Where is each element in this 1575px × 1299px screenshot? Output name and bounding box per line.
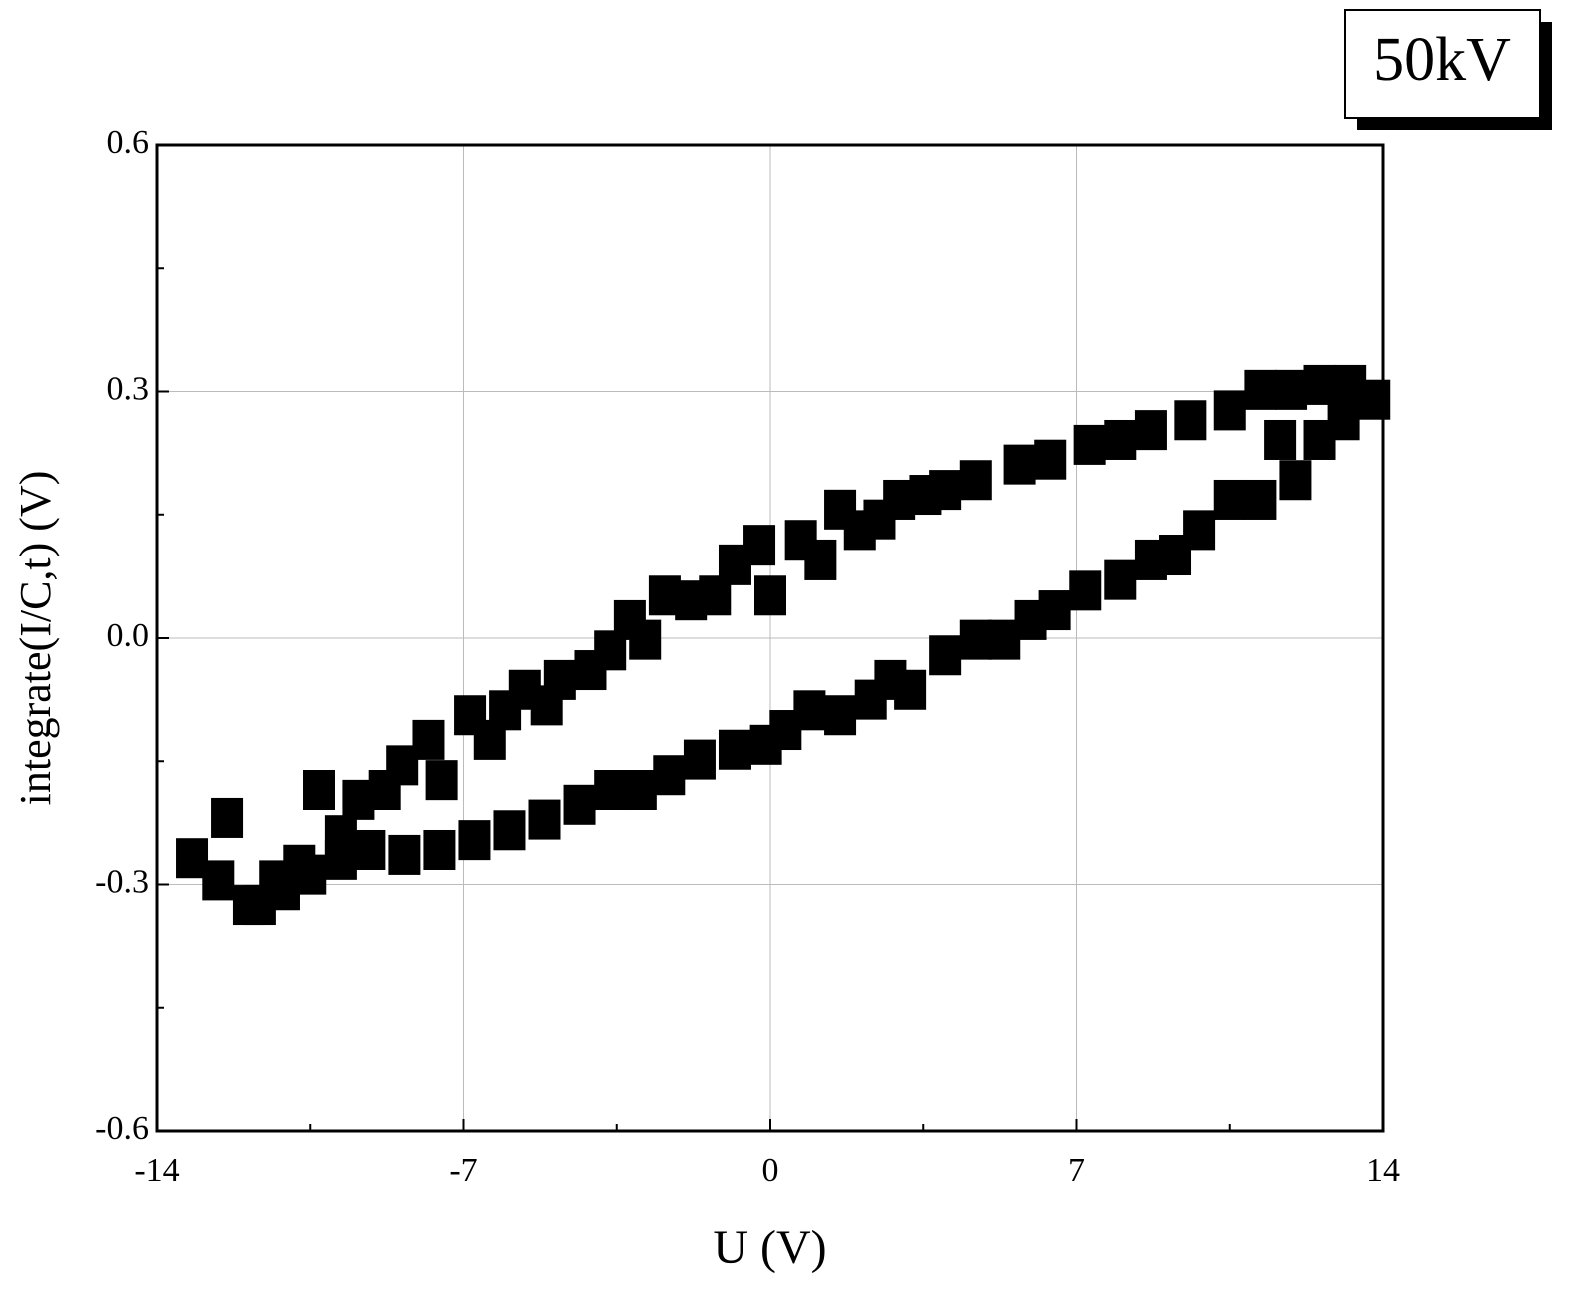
marker bbox=[718, 729, 751, 770]
marker bbox=[303, 770, 336, 811]
marker bbox=[929, 470, 962, 511]
marker bbox=[743, 525, 776, 566]
y-tick-label: 0.6 bbox=[107, 124, 150, 161]
marker bbox=[1069, 570, 1102, 611]
y-tick-label: 0.0 bbox=[107, 617, 150, 654]
marker bbox=[1303, 364, 1336, 405]
y-tick-label: -0.3 bbox=[95, 863, 149, 900]
marker bbox=[624, 770, 657, 811]
marker bbox=[1073, 424, 1106, 465]
y-tick-label: 0.3 bbox=[107, 370, 150, 407]
annotation: 50kV bbox=[1373, 26, 1511, 94]
marker bbox=[1213, 390, 1246, 431]
marker bbox=[988, 619, 1021, 660]
x-tick-label: 0 bbox=[762, 1152, 779, 1189]
x-tick-label: -7 bbox=[449, 1152, 477, 1189]
marker bbox=[804, 539, 837, 580]
marker bbox=[1034, 439, 1067, 480]
y-tick-label: -0.6 bbox=[95, 1110, 149, 1147]
marker bbox=[1244, 479, 1277, 520]
marker bbox=[749, 724, 782, 765]
marker bbox=[211, 797, 244, 838]
marker bbox=[563, 784, 596, 825]
x-tick-label: 14 bbox=[1366, 1152, 1400, 1189]
marker bbox=[353, 829, 386, 870]
marker bbox=[1213, 479, 1246, 520]
marker bbox=[543, 659, 576, 700]
marker bbox=[458, 820, 491, 861]
marker bbox=[528, 799, 561, 840]
marker bbox=[959, 460, 992, 501]
marker bbox=[1264, 419, 1297, 460]
marker bbox=[854, 679, 887, 720]
marker bbox=[959, 619, 992, 660]
marker bbox=[629, 619, 662, 660]
marker bbox=[1244, 369, 1277, 410]
plot-frame bbox=[155, 143, 1385, 1133]
marker bbox=[1303, 419, 1336, 460]
marker bbox=[594, 770, 627, 811]
x-tick-label: -14 bbox=[134, 1152, 179, 1189]
marker bbox=[1134, 410, 1167, 451]
marker bbox=[1174, 400, 1207, 441]
marker bbox=[1104, 559, 1137, 600]
marker bbox=[324, 839, 357, 880]
marker bbox=[653, 755, 686, 796]
marker bbox=[1279, 460, 1312, 501]
marker bbox=[423, 829, 456, 870]
x-axis-label: U (V) bbox=[713, 1221, 826, 1274]
marker bbox=[929, 635, 962, 676]
marker bbox=[493, 810, 526, 851]
marker bbox=[425, 760, 458, 801]
marker bbox=[1104, 419, 1137, 460]
marker bbox=[754, 575, 786, 616]
marker bbox=[243, 885, 276, 926]
marker bbox=[1358, 379, 1391, 420]
marker bbox=[388, 834, 421, 875]
x-tick-label: 7 bbox=[1068, 1152, 1085, 1189]
marker bbox=[824, 695, 857, 736]
badge bbox=[1344, 9, 1541, 119]
marker bbox=[412, 719, 445, 760]
marker bbox=[1275, 369, 1308, 410]
marker bbox=[202, 860, 235, 901]
marker bbox=[683, 739, 716, 780]
y-axis-label: integrate(I/C,t) (V) bbox=[11, 471, 60, 806]
marker bbox=[1134, 539, 1167, 580]
marker bbox=[1003, 444, 1036, 485]
